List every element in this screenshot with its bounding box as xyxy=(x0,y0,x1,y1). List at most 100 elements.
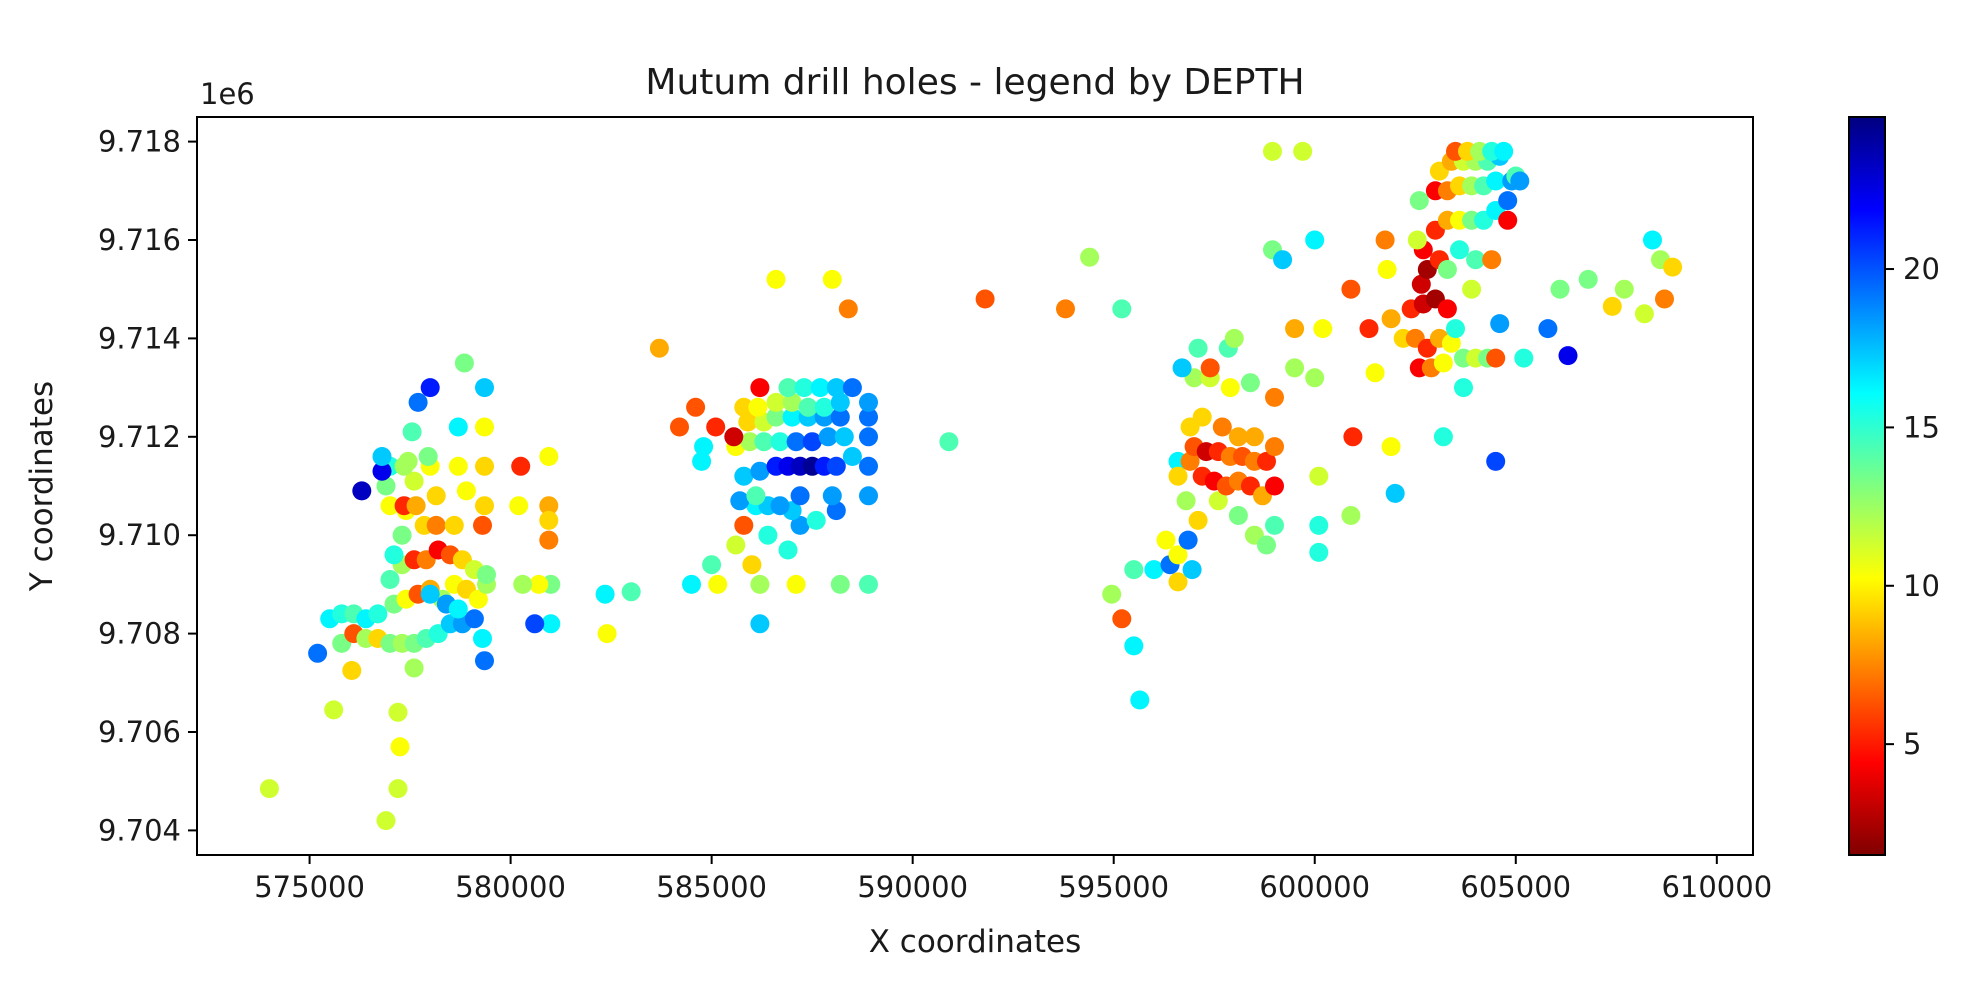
drill-hole-point xyxy=(1180,451,1200,471)
drill-hole-point xyxy=(1514,348,1534,368)
drill-hole-point xyxy=(1558,346,1578,366)
drill-hole-point xyxy=(384,545,404,565)
drill-hole-point xyxy=(1643,230,1662,250)
drill-hole-point xyxy=(1655,289,1674,309)
drill-hole-point xyxy=(1144,560,1164,580)
drill-hole-point xyxy=(1192,407,1212,427)
drill-hole-point xyxy=(786,574,806,594)
drill-hole-point xyxy=(842,447,862,466)
colorbar-ticks: 5 10 15 20 xyxy=(1885,252,1940,761)
drill-hole-point xyxy=(1102,584,1122,604)
drill-hole-point xyxy=(798,397,818,417)
drill-hole-point xyxy=(473,515,492,535)
drill-hole-point xyxy=(408,392,428,412)
drill-hole-point xyxy=(802,432,822,452)
drill-hole-point xyxy=(473,629,492,648)
scatter-points xyxy=(259,141,1683,831)
drill-hole-point xyxy=(810,378,830,398)
drill-hole-point xyxy=(406,496,426,516)
y-tick-label: 9.718 xyxy=(98,125,181,159)
drill-hole-point xyxy=(1265,515,1284,535)
drill-hole-point xyxy=(782,407,802,427)
drill-hole-point xyxy=(477,565,496,585)
drill-hole-point xyxy=(838,299,858,319)
x-axis-label: X coordinates xyxy=(869,924,1082,960)
drill-hole-point xyxy=(1510,171,1530,191)
y-offset-label: 1e6 xyxy=(200,77,255,111)
drill-hole-point xyxy=(509,496,529,516)
drill-hole-point xyxy=(404,471,424,491)
drill-hole-point xyxy=(766,407,786,427)
drill-hole-point xyxy=(740,432,760,452)
drill-hole-point xyxy=(448,456,468,476)
drill-hole-point xyxy=(794,378,814,398)
drill-hole-point xyxy=(738,412,758,432)
drill-hole-point xyxy=(372,461,392,481)
drill-hole-point xyxy=(859,427,878,447)
drill-hole-point xyxy=(1634,304,1654,324)
drill-hole-point xyxy=(1466,250,1486,270)
drill-hole-point xyxy=(778,378,798,398)
drill-hole-point xyxy=(1450,240,1469,260)
drill-hole-point xyxy=(786,432,806,452)
drill-hole-point xyxy=(766,392,786,412)
drill-hole-point xyxy=(1343,427,1363,447)
drill-hole-point xyxy=(1437,299,1457,319)
drill-hole-point xyxy=(750,614,770,634)
drill-hole-point xyxy=(539,510,559,530)
drill-hole-point xyxy=(1168,545,1188,565)
drill-hole-point xyxy=(1124,636,1144,656)
drill-hole-point xyxy=(682,574,701,594)
drill-hole-point xyxy=(822,269,842,289)
drill-hole-point xyxy=(859,486,878,506)
drill-hole-point xyxy=(1188,510,1208,530)
drill-hole-point xyxy=(859,392,878,412)
drill-hole-point xyxy=(1365,363,1385,383)
drill-hole-point xyxy=(1498,191,1518,211)
drill-hole-point xyxy=(1305,368,1325,388)
drill-hole-point xyxy=(1602,296,1622,316)
drill-hole-point xyxy=(750,461,770,481)
drill-hole-point xyxy=(790,515,810,535)
drill-hole-point xyxy=(392,525,412,545)
drill-hole-point xyxy=(1341,279,1361,299)
drill-hole-point xyxy=(1124,560,1144,580)
x-axis-ticks: 575000 580000 585000 590000 595000 600000 6050… xyxy=(254,855,1772,904)
drill-hole-point xyxy=(1486,171,1506,191)
drill-hole-point xyxy=(475,378,494,398)
drill-hole-point xyxy=(539,530,559,550)
drill-hole-point xyxy=(859,456,878,476)
drill-hole-point xyxy=(1263,141,1282,161)
y-tick-label: 9.704 xyxy=(98,813,181,847)
y-tick-label: 9.710 xyxy=(98,518,181,552)
drill-hole-point xyxy=(1285,319,1305,339)
drill-hole-point xyxy=(1112,299,1132,319)
drill-hole-point xyxy=(475,417,494,437)
drill-hole-point xyxy=(1224,328,1244,348)
drill-hole-point xyxy=(692,451,712,471)
drill-hole-point xyxy=(1188,338,1208,358)
drill-hole-point xyxy=(1454,378,1473,398)
drill-hole-point xyxy=(418,447,438,466)
y-tick-label: 9.706 xyxy=(98,715,181,749)
drill-hole-point xyxy=(1228,506,1248,525)
drill-hole-point xyxy=(830,392,850,412)
drill-hole-point xyxy=(1182,560,1202,580)
x-tick-label: 595000 xyxy=(1058,870,1169,904)
drill-hole-point xyxy=(1220,378,1240,398)
drill-hole-point xyxy=(1494,141,1514,161)
drill-hole-point xyxy=(398,451,418,471)
drill-hole-point xyxy=(939,432,959,452)
drill-hole-point xyxy=(1313,319,1333,339)
drill-hole-point xyxy=(1228,427,1248,447)
y-axis-label: Y coordinates xyxy=(24,381,60,592)
colorbar-tick-label: 10 xyxy=(1903,569,1940,603)
drill-hole-point xyxy=(388,702,408,722)
drill-hole-point xyxy=(511,456,531,476)
drill-hole-point xyxy=(513,574,533,594)
colorbar-tick-label: 15 xyxy=(1903,410,1940,444)
x-tick-label: 585000 xyxy=(656,870,767,904)
drill-hole-point xyxy=(541,614,561,634)
